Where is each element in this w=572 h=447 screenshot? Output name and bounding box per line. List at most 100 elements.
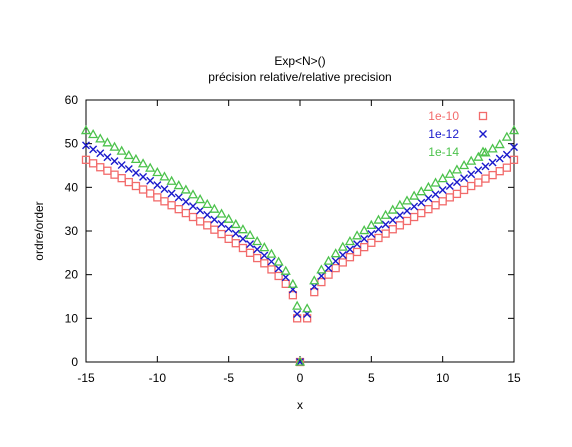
- data-point: [167, 201, 176, 210]
- data-point: [424, 205, 433, 214]
- data-point: [458, 159, 470, 170]
- data-point: [244, 229, 256, 240]
- data-point: [423, 181, 434, 191]
- data-point: [246, 240, 255, 249]
- data-point: [266, 248, 277, 258]
- data-point: [359, 225, 370, 235]
- y-tick-label: 20: [65, 268, 79, 282]
- data-point: [252, 235, 263, 246]
- x-tick-label: -10: [149, 371, 167, 385]
- data-point: [137, 158, 149, 168]
- data-point: [316, 264, 327, 274]
- chart-title: Exp<N>(): [274, 54, 325, 68]
- data-point: [367, 230, 376, 239]
- chart-subtitle: précision relative/relative precision: [208, 70, 391, 84]
- data-point: [110, 157, 119, 166]
- data-point: [445, 182, 454, 191]
- data-point: [273, 256, 284, 266]
- data-point: [502, 150, 511, 159]
- data-point: [88, 128, 99, 139]
- data-point: [103, 166, 112, 175]
- data-point: [480, 147, 491, 157]
- x-tick-label: 5: [368, 371, 375, 385]
- data-point: [159, 171, 170, 181]
- data-point: [438, 197, 447, 206]
- data-point: [139, 172, 148, 181]
- data-point: [466, 155, 477, 165]
- data-point: [109, 141, 120, 151]
- data-point: [145, 162, 156, 172]
- data-point: [302, 303, 313, 313]
- data-point: [502, 163, 512, 172]
- data-point: [260, 259, 269, 268]
- data-point: [360, 243, 369, 252]
- data-point: [116, 145, 127, 155]
- data-point: [488, 170, 497, 180]
- legend-marker: [478, 111, 488, 121]
- data-point: [124, 164, 133, 173]
- data-point: [160, 185, 169, 194]
- data-point: [345, 253, 355, 262]
- data-point: [452, 189, 462, 199]
- data-point: [381, 220, 390, 229]
- data-point: [267, 265, 276, 274]
- data-point: [366, 219, 377, 229]
- data-point: [353, 240, 362, 249]
- data-point: [80, 125, 92, 135]
- data-point: [445, 193, 454, 202]
- data-point: [380, 209, 391, 219]
- data-point: [189, 202, 197, 211]
- data-point: [431, 190, 440, 199]
- y-tick-label: 0: [71, 355, 78, 369]
- data-point: [181, 208, 191, 218]
- data-point: [309, 275, 320, 285]
- data-point: [103, 153, 112, 162]
- data-point: [117, 174, 126, 183]
- data-point: [224, 234, 233, 244]
- data-point: [459, 185, 469, 195]
- data-point: [417, 208, 426, 218]
- data-point: [224, 224, 233, 233]
- x-tick-label: 0: [297, 371, 304, 385]
- data-point: [259, 242, 270, 252]
- data-point: [337, 241, 348, 251]
- data-point: [331, 257, 340, 266]
- data-point: [474, 178, 483, 187]
- data-point: [195, 194, 206, 204]
- data-point: [210, 225, 219, 234]
- x-axis-label: x: [297, 398, 303, 412]
- data-point: [452, 178, 461, 187]
- data-point: [110, 170, 119, 179]
- data-point: [274, 264, 283, 273]
- data-point: [416, 186, 427, 196]
- data-point: [294, 356, 306, 366]
- data-point: [481, 174, 490, 183]
- data-point: [352, 247, 362, 257]
- data-point: [494, 139, 505, 149]
- data-point: [174, 205, 183, 214]
- data-point: [388, 225, 397, 234]
- series-1e-10: [81, 155, 519, 367]
- data-point: [330, 248, 341, 258]
- y-tick-label: 30: [65, 224, 79, 238]
- series-layer: [80, 125, 520, 367]
- data-point: [173, 180, 184, 190]
- data-point: [188, 212, 198, 222]
- data-point: [195, 217, 205, 226]
- data-point: [117, 161, 126, 170]
- data-point: [96, 163, 105, 172]
- data-point: [238, 243, 248, 253]
- data-point: [508, 125, 520, 135]
- data-point: [495, 167, 504, 176]
- data-point: [417, 198, 426, 207]
- data-point: [409, 190, 420, 200]
- y-axis-label: ordre/order: [32, 201, 46, 260]
- data-point: [153, 181, 162, 190]
- data-point: [501, 131, 512, 141]
- data-point: [487, 143, 498, 153]
- legend-label: 1e-14: [428, 145, 459, 159]
- data-point: [152, 166, 163, 177]
- data-point: [160, 197, 169, 206]
- data-point: [473, 151, 484, 161]
- legend-label: 1e-12: [428, 127, 459, 141]
